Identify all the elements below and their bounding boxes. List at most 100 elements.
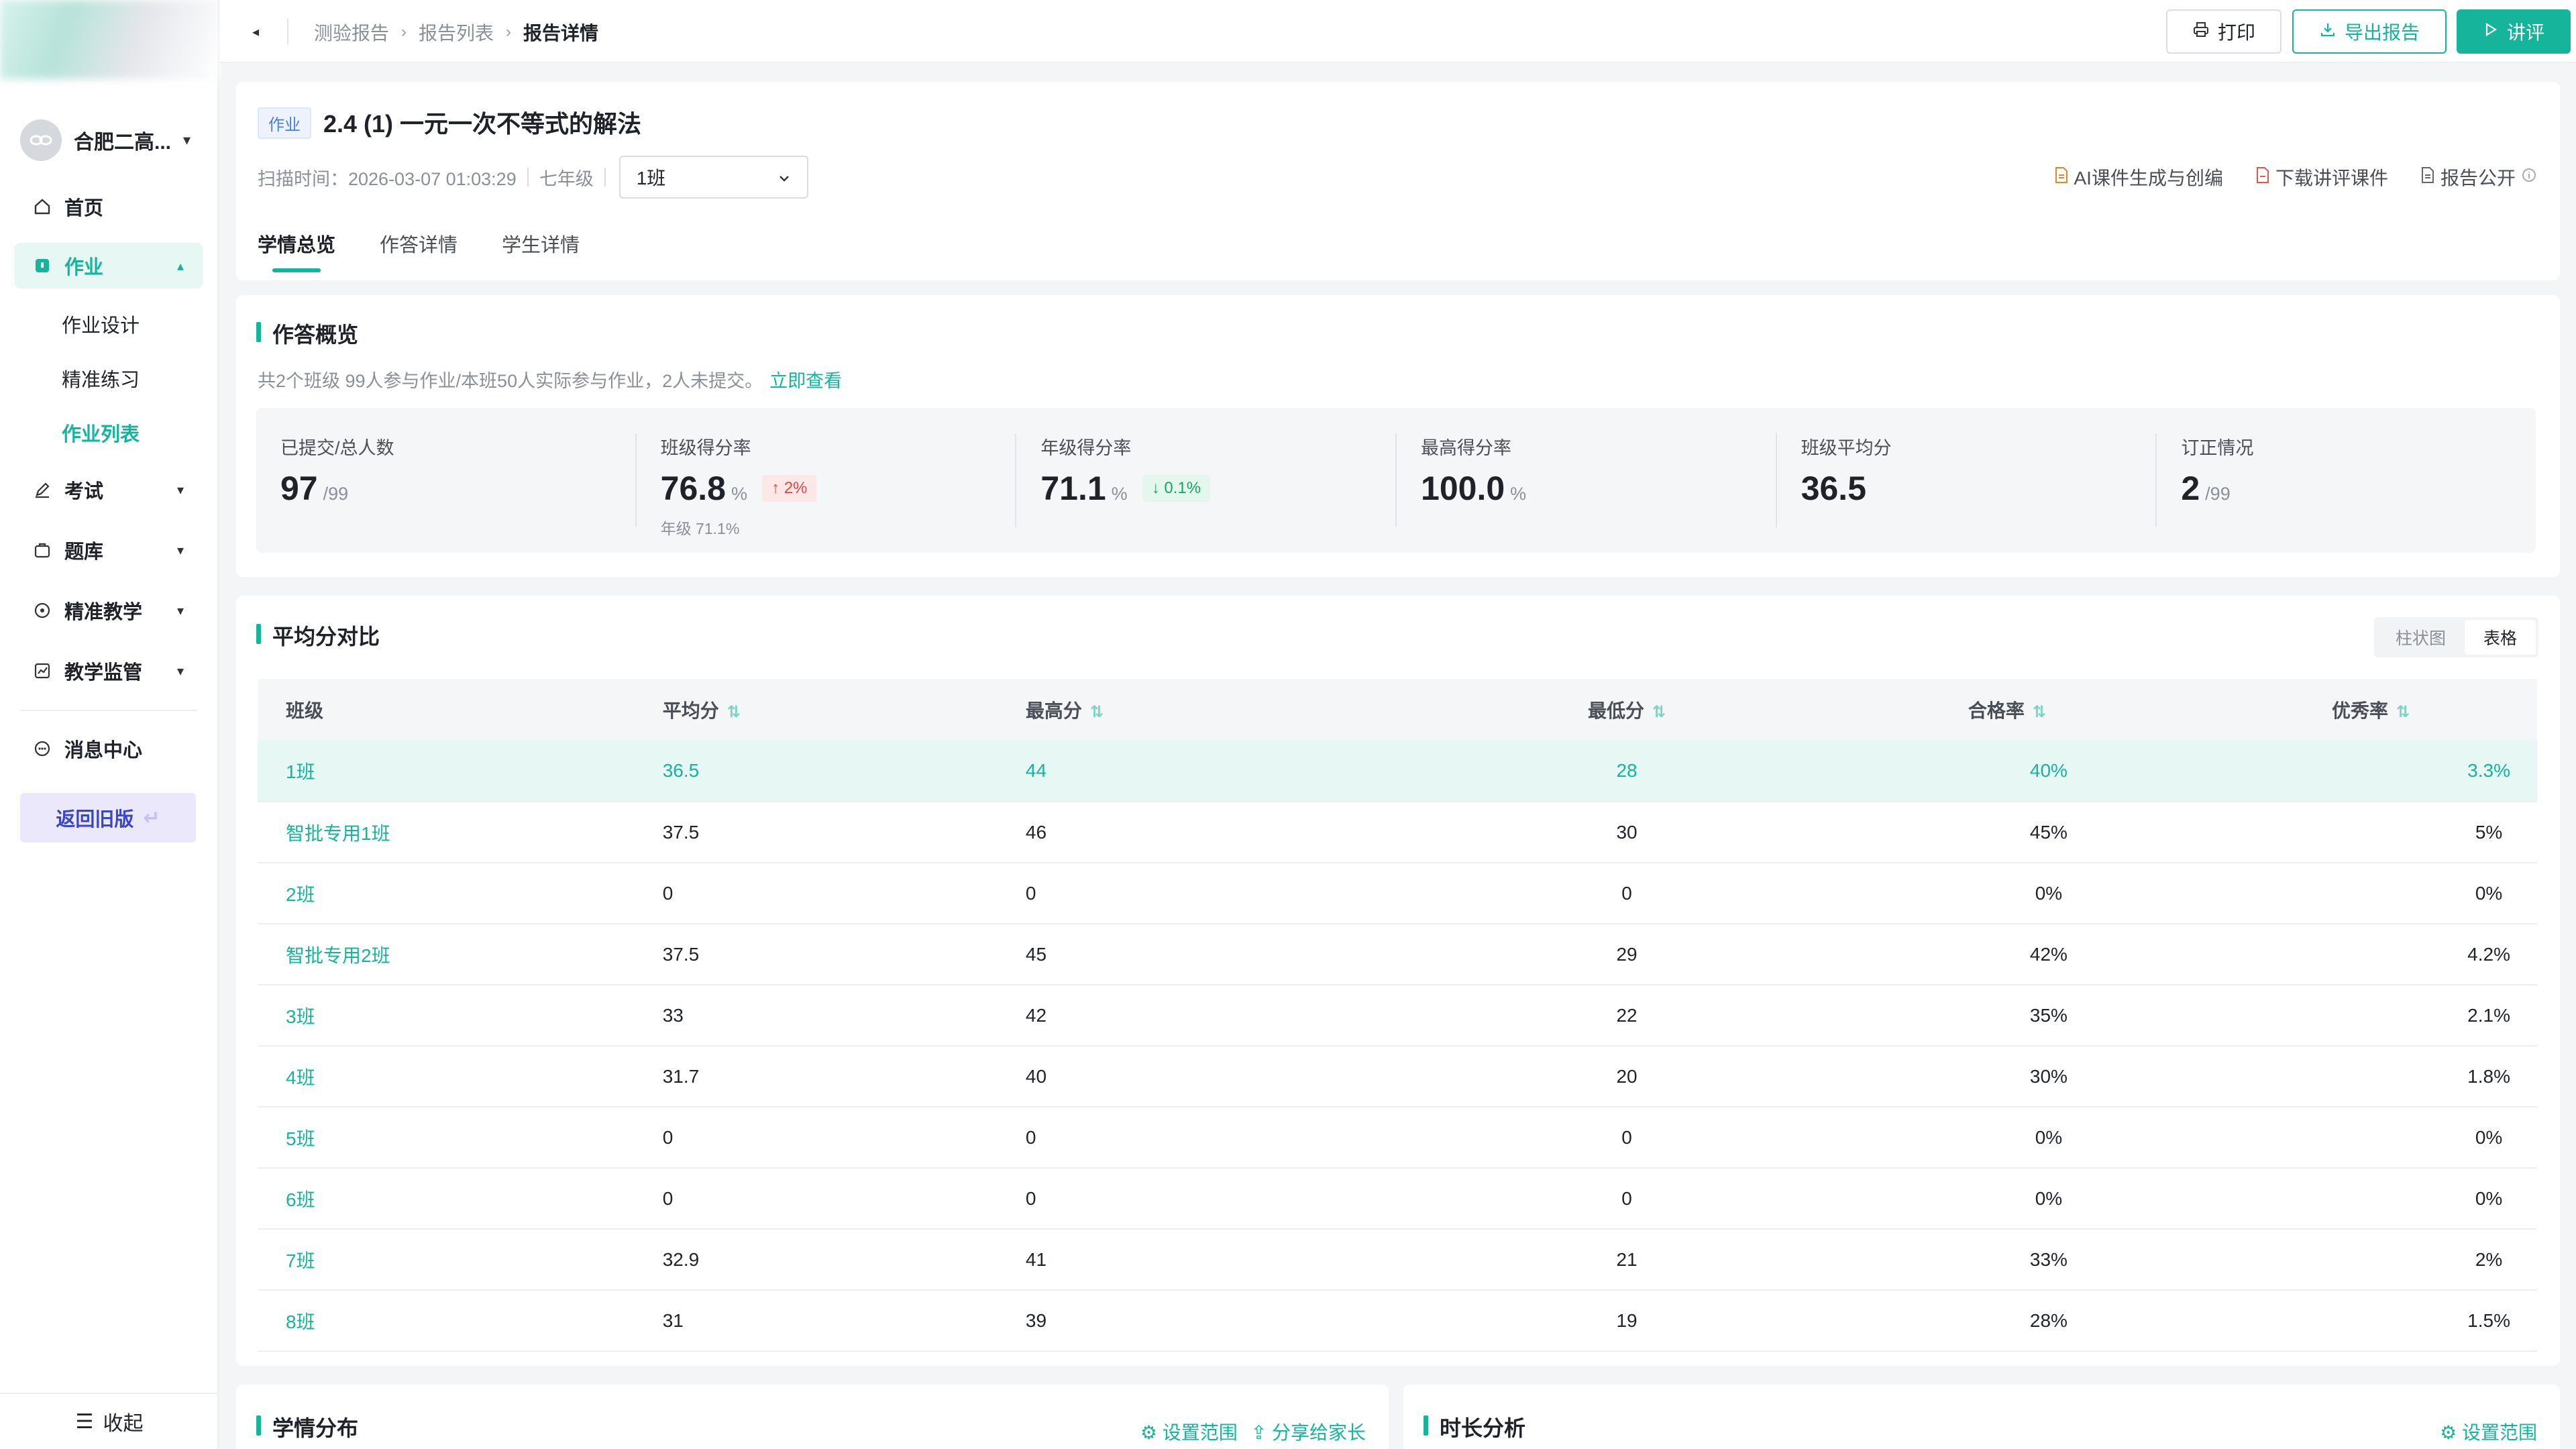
- download-courseware-button[interactable]: 下载讲评课件: [2255, 164, 2388, 191]
- column-label: 平均分: [662, 700, 719, 721]
- ai-courseware-label: AI课件生成与创编: [2074, 168, 2223, 189]
- view-now-link[interactable]: 立即查看: [769, 371, 843, 391]
- set-range-button[interactable]: ⚙ 设置范围: [1140, 1418, 1238, 1445]
- collapse-button[interactable]: ☰ 收起: [0, 1393, 219, 1449]
- class-name-cell[interactable]: 3班: [258, 985, 663, 1046]
- tab-answer-details[interactable]: 作答详情: [380, 235, 458, 256]
- table-cell: 37.5: [662, 802, 1026, 863]
- class-name-cell[interactable]: 5班: [258, 1107, 663, 1169]
- table-cell: 30: [1497, 802, 1864, 863]
- print-button[interactable]: 打印: [2166, 9, 2282, 54]
- nav-home-label: 首页: [64, 198, 104, 219]
- document-icon: [2054, 166, 2069, 189]
- nav-exam-label: 考试: [64, 481, 104, 502]
- nav-messages[interactable]: 消息中心: [15, 726, 203, 771]
- sort-icon[interactable]: ⇅: [727, 703, 741, 721]
- report-meta: 扫描时间：2026-03-07 01:03:29 七年级 1班: [258, 156, 808, 199]
- nav-home[interactable]: 首页: [15, 184, 203, 229]
- table-row: 5班 0 0 0 0% 0%: [258, 1107, 2537, 1169]
- school-switcher[interactable]: 合肥二高... ▾: [20, 118, 191, 162]
- nav-exam[interactable]: 考试 ▾: [15, 467, 203, 513]
- nav-supervise[interactable]: 教学监管 ▾: [15, 648, 203, 694]
- badge-value: 0.1%: [1164, 479, 1201, 497]
- tab-overview[interactable]: 学情总览: [258, 229, 335, 272]
- duration-actions: ⚙ 设置范围: [2440, 1418, 2537, 1445]
- sort-icon[interactable]: ⇅: [1089, 703, 1104, 721]
- nav-teaching[interactable]: 精准教学 ▾: [15, 588, 203, 633]
- table-cell: 0%: [1863, 863, 2232, 924]
- class-name-cell[interactable]: 6班: [258, 1168, 663, 1230]
- column-header: 班级: [258, 679, 663, 741]
- section-title: 时长分析: [1424, 1411, 1525, 1442]
- class-name-cell[interactable]: 4班: [258, 1046, 663, 1108]
- table-cell: 32.9: [662, 1229, 1026, 1291]
- sub-homework-design[interactable]: 作业设计: [62, 315, 140, 337]
- class-name-cell[interactable]: 智批专用1班: [258, 802, 663, 863]
- breadcrumb-item[interactable]: 测验报告: [314, 23, 390, 44]
- class-select[interactable]: 1班: [619, 156, 808, 199]
- report-public-button[interactable]: 报告公开: [2420, 164, 2537, 191]
- column-label: 班级: [286, 700, 324, 721]
- table-row: 智批专用1班 37.5 46 30 45% 5%: [258, 802, 2537, 863]
- sort-icon[interactable]: ⇅: [1652, 703, 1666, 721]
- info-icon[interactable]: [2521, 166, 2537, 188]
- share-parents-button[interactable]: ⇪ 分享给家长: [1251, 1418, 1366, 1445]
- column-header[interactable]: 平均分 ⇅: [662, 679, 1026, 741]
- class-name-cell[interactable]: 智批专用2班: [258, 924, 663, 985]
- table-cell: 0: [1497, 1168, 1864, 1230]
- table-cell: 21: [1497, 1229, 1864, 1291]
- stats-panel: 已提交/总人数 97/99 班级得分率 76.8% ↑ 2% 年级 71.1% …: [256, 408, 2536, 553]
- table-cell: 45%: [1863, 802, 2232, 863]
- breadcrumb-current: 报告详情: [523, 23, 599, 44]
- back-old-version-button[interactable]: 返回旧版 ↵: [20, 793, 196, 843]
- column-header[interactable]: 优秀率 ⇅: [2231, 679, 2537, 741]
- lecture-button[interactable]: 讲评: [2457, 9, 2571, 54]
- home-icon: [32, 197, 52, 217]
- nav-homework-label: 作业: [64, 257, 104, 278]
- class-name-cell[interactable]: 2班: [258, 863, 663, 924]
- grade-label: 七年级: [539, 168, 594, 189]
- divider: [604, 168, 606, 186]
- stat-max-score-rate: 最高得分率 100.0%: [1395, 433, 1776, 527]
- table-cell: 33: [662, 985, 1026, 1046]
- collapse-icon: ☰: [75, 1410, 94, 1433]
- breadcrumb-item[interactable]: 报告列表: [419, 23, 494, 44]
- sub-precise-practice[interactable]: 精准练习: [62, 370, 140, 391]
- trend-up-badge: ↑ 2%: [762, 475, 817, 502]
- column-header[interactable]: 最低分 ⇅: [1497, 679, 1864, 741]
- table-row: 4班 31.7 40 20 30% 1.8%: [258, 1046, 2537, 1108]
- table-view-button[interactable]: 表格: [2464, 620, 2536, 655]
- export-label: 导出报告: [2344, 22, 2420, 43]
- nav-homework[interactable]: 作业 ▴: [15, 243, 203, 288]
- sub-homework-list[interactable]: 作业列表: [62, 424, 140, 445]
- table-row: 6班 0 0 0 0% 0%: [258, 1168, 2537, 1230]
- set-range-button[interactable]: ⚙ 设置范围: [2440, 1418, 2537, 1445]
- nav-bank-label: 题库: [64, 541, 104, 563]
- compare-table: 班级 平均分 ⇅ 最高分 ⇅ 最低分 ⇅ 合格率 ⇅ 优秀率 ⇅ 1班 36.5 44 28 40…: [258, 679, 2537, 1352]
- column-header[interactable]: 合格率 ⇅: [1863, 679, 2232, 741]
- column-header[interactable]: 最高分 ⇅: [1025, 679, 1498, 741]
- table-cell: 42%: [1863, 924, 2232, 985]
- table-cell: 0%: [2231, 1107, 2537, 1169]
- table-cell: 30%: [1863, 1046, 2232, 1108]
- table-cell: 0: [1025, 863, 1498, 924]
- export-report-button[interactable]: 导出报告: [2292, 9, 2447, 54]
- school-name: 合肥二高...: [74, 131, 172, 154]
- class-name-cell[interactable]: 8班: [258, 1290, 663, 1352]
- nav-messages-label: 消息中心: [64, 740, 143, 761]
- ai-courseware-button[interactable]: AI课件生成与创编: [2054, 164, 2223, 191]
- class-name-cell[interactable]: 7班: [258, 1229, 663, 1291]
- arrow-up-icon: ↑: [771, 479, 780, 497]
- table-cell: 0: [1497, 1107, 1864, 1169]
- sort-icon[interactable]: ⇅: [2032, 703, 2046, 721]
- tab-student-details[interactable]: 学生详情: [502, 235, 580, 256]
- section-title: 作答概览: [256, 318, 358, 349]
- class-name-cell[interactable]: 1班: [258, 741, 663, 802]
- nav-bank[interactable]: 题库 ▾: [15, 527, 203, 573]
- table-row: 2班 0 0 0 0% 0%: [258, 863, 2537, 924]
- back-button[interactable]: ◂: [244, 20, 267, 43]
- page-title: 2.4 (1) 一元一次不等式的解法: [323, 110, 642, 138]
- stat-value: 97: [280, 470, 318, 507]
- sort-icon[interactable]: ⇅: [2396, 703, 2410, 721]
- bar-chart-view-button[interactable]: 柱状图: [2395, 629, 2446, 648]
